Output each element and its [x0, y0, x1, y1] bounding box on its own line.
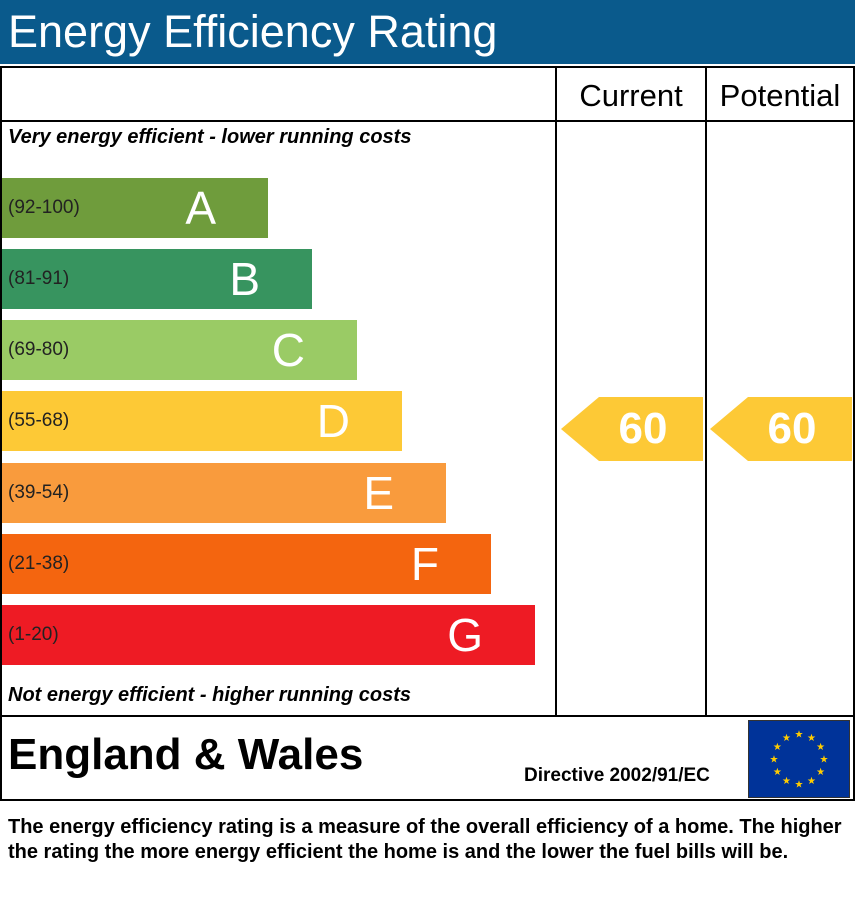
- potential-rating-arrow: 60: [710, 397, 852, 461]
- divider-potential: [705, 66, 707, 715]
- band-range-label: (55-68): [8, 410, 70, 431]
- column-header-current: Current: [579, 78, 683, 113]
- band-letter-label: G: [447, 609, 483, 661]
- top-note: Very energy efficient - lower running co…: [8, 126, 412, 148]
- rating-frame: [0, 66, 855, 717]
- eu-star-icon: ★: [816, 767, 825, 778]
- header-bar: Energy Efficiency Rating: [0, 0, 855, 64]
- band-c: (69-80) C: [2, 320, 357, 380]
- directive-label: Directive 2002/91/EC: [524, 765, 710, 786]
- eu-star-icon: ★: [795, 730, 804, 741]
- header-row-divider: [0, 120, 855, 122]
- band-letter-label: E: [363, 467, 394, 519]
- band-letter-label: B: [229, 253, 260, 305]
- eu-star-icon: ★: [770, 755, 779, 766]
- band-e: (39-54) E: [2, 463, 446, 523]
- band-range-label: (69-80): [8, 339, 70, 360]
- page-title: Energy Efficiency Rating: [8, 6, 498, 57]
- band-letter-label: D: [316, 395, 350, 447]
- eu-star-icon: ★: [773, 767, 782, 778]
- column-header-potential: Potential: [719, 78, 841, 113]
- eu-star-icon: ★: [816, 742, 825, 753]
- current-rating-value: 60: [618, 404, 668, 453]
- band-b: (81-91) B: [2, 249, 312, 309]
- potential-rating-value: 60: [767, 404, 817, 453]
- current-arrow-shape: [561, 397, 703, 461]
- divider-current: [555, 66, 557, 715]
- band-range-label: (1-20): [8, 624, 59, 645]
- eu-star-icon: ★: [820, 755, 829, 766]
- eu-star-icon: ★: [782, 776, 791, 787]
- band-range-label: (92-100): [8, 197, 80, 218]
- band-letter-label: C: [271, 324, 305, 376]
- band-g: (1-20) G: [2, 605, 535, 665]
- band-range-label: (21-38): [8, 553, 70, 574]
- band-letter-label: A: [185, 182, 216, 234]
- eu-star-icon: ★: [795, 780, 804, 791]
- region-label: England & Wales: [8, 730, 364, 779]
- band-f: (21-38) F: [2, 534, 491, 594]
- eu-star-icon: ★: [807, 733, 816, 744]
- band-d: (55-68) D: [2, 391, 402, 451]
- bottom-note: Not energy efficient - higher running co…: [8, 684, 412, 706]
- band-a: (92-100) A: [2, 178, 268, 238]
- footer-box: [0, 715, 855, 801]
- band-letter-label: F: [410, 538, 439, 590]
- eu-star-icon: ★: [773, 742, 782, 753]
- current-rating-arrow: 60: [561, 397, 703, 461]
- band-range-label: (81-91): [8, 268, 70, 289]
- potential-arrow-shape: [710, 397, 852, 461]
- band-range-label: (39-54): [8, 482, 70, 503]
- eu-flag-icon: ★ ★★★★★★★★★★★: [748, 720, 850, 798]
- description-text: The energy efficiency rating is a measur…: [8, 816, 842, 863]
- eu-star-icon: ★: [782, 733, 791, 744]
- eu-star-icon: ★: [807, 776, 816, 787]
